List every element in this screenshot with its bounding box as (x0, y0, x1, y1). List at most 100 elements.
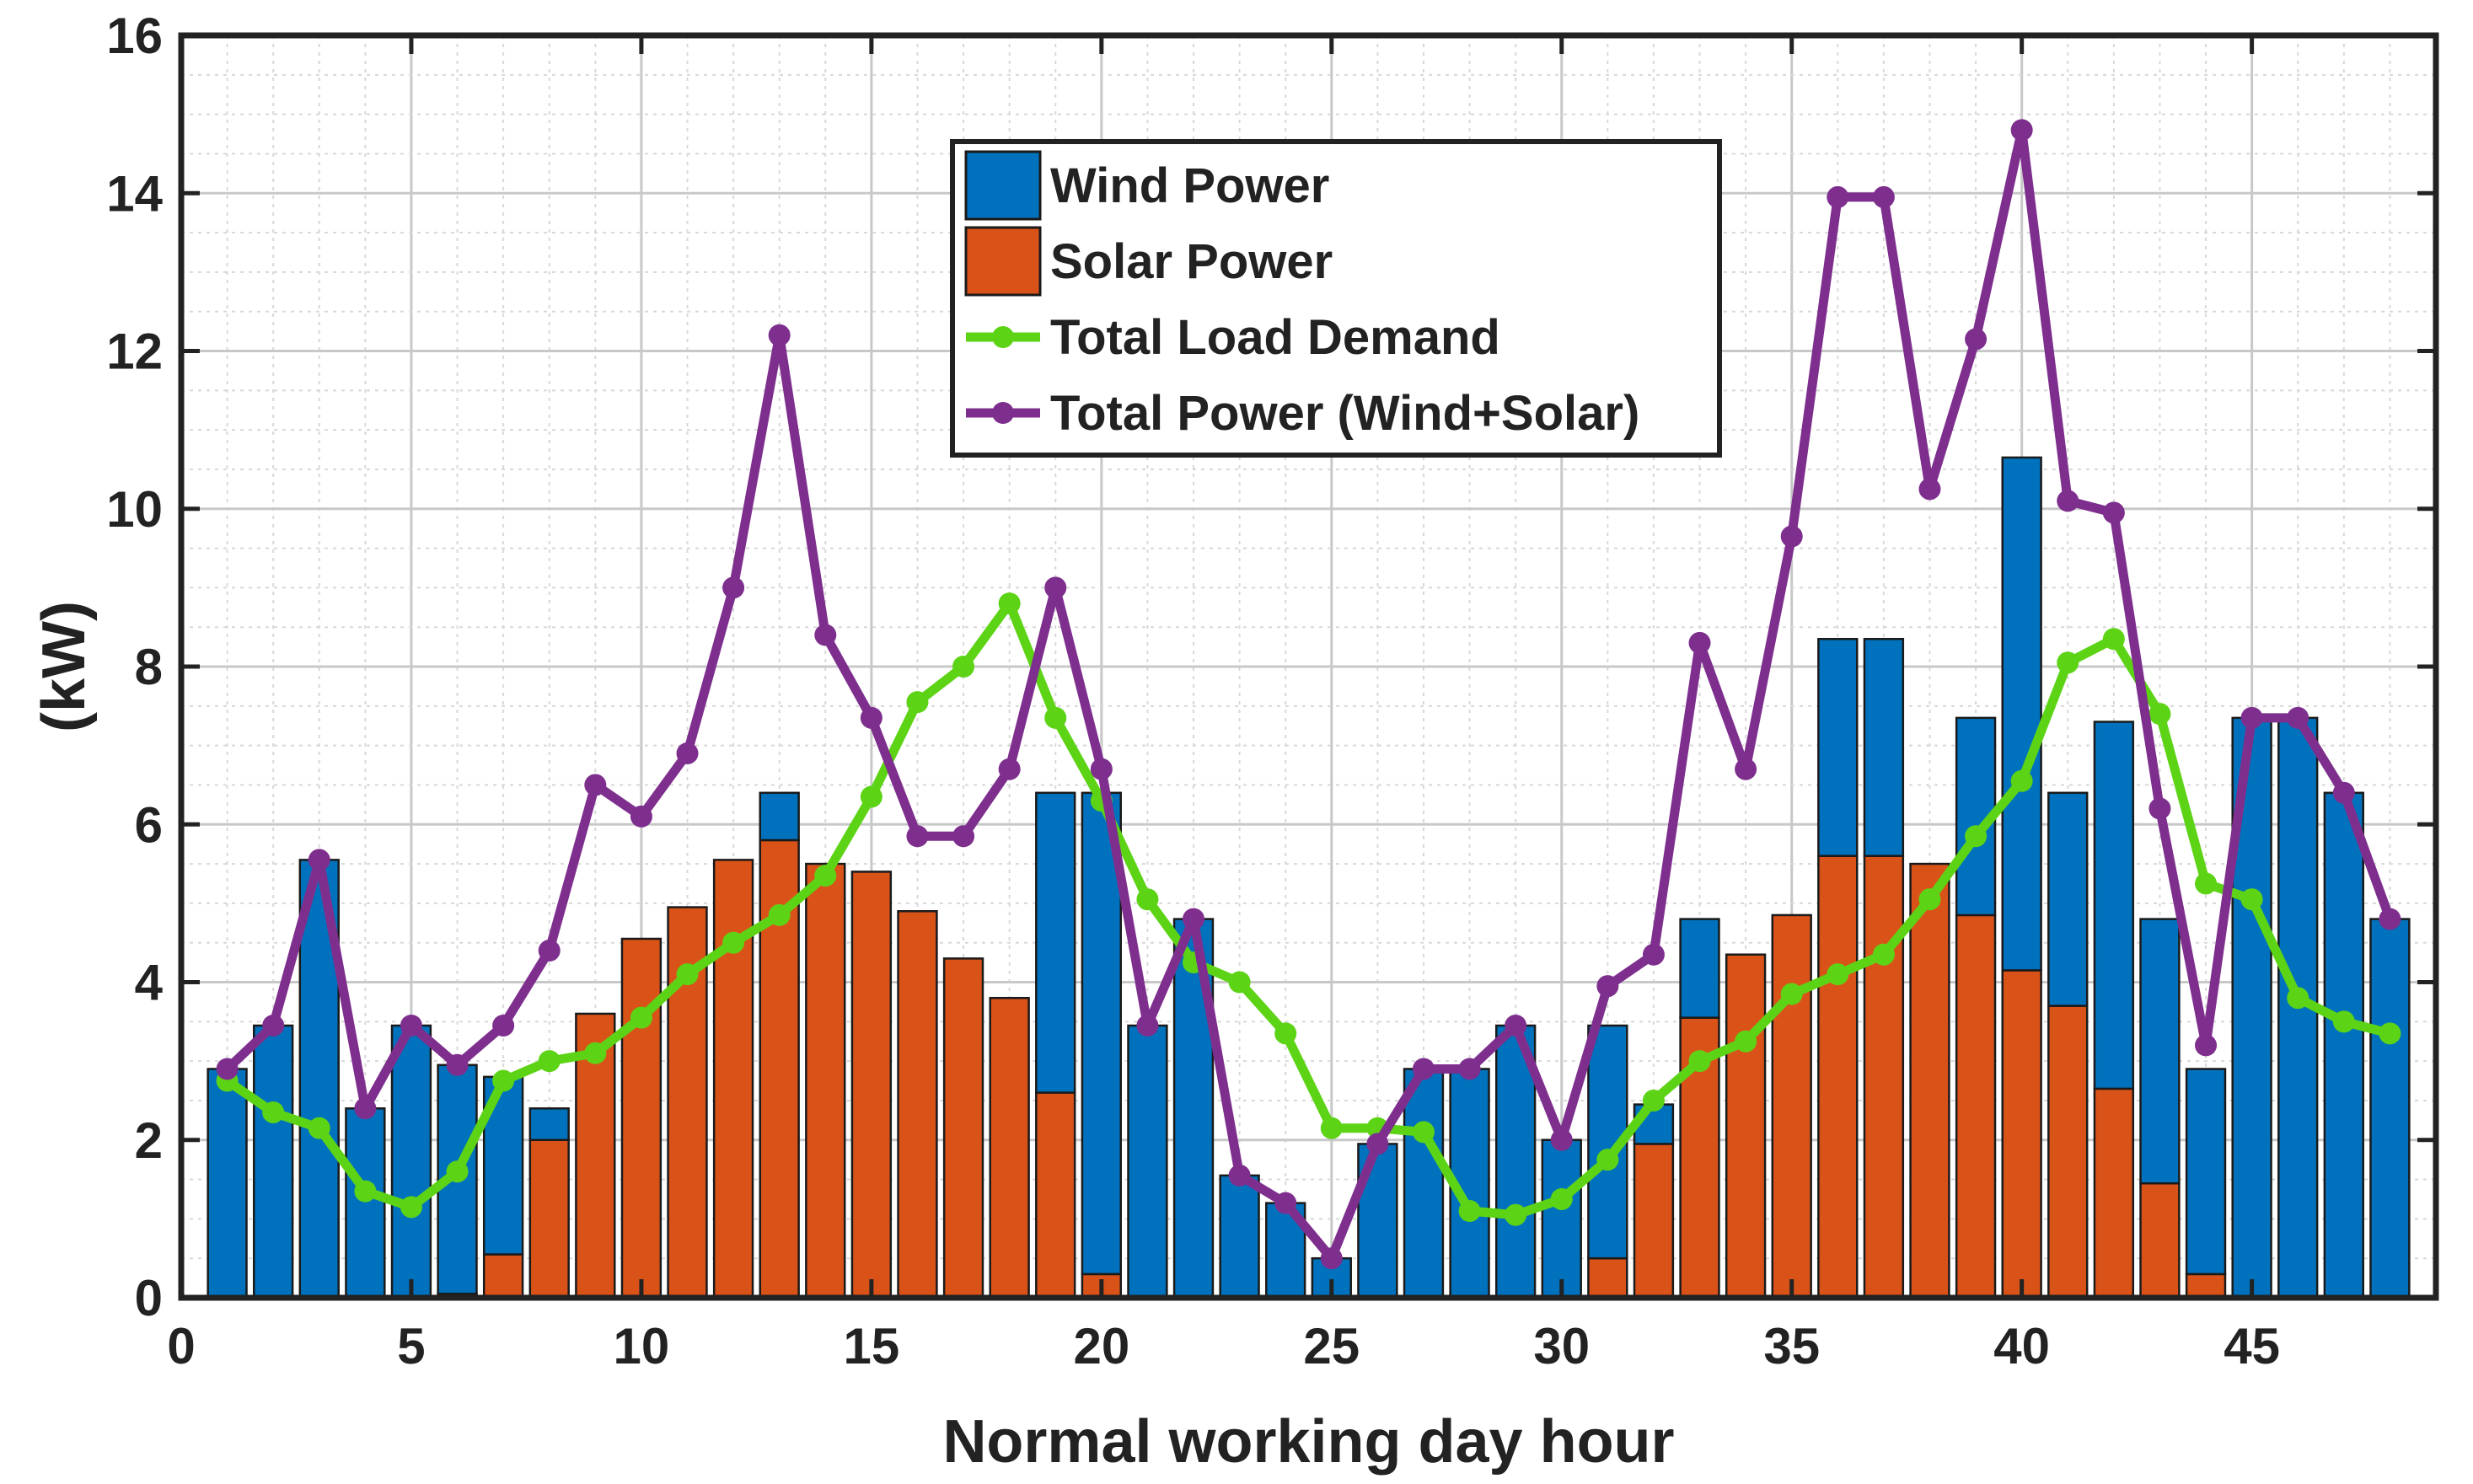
point-total-power-wind-solar-4 (354, 1097, 377, 1120)
bar-solar-power-8 (528, 1138, 570, 1299)
point-total-power-wind-solar-12 (722, 576, 745, 599)
bar-wind-power-30 (1541, 1138, 1582, 1299)
point-total-power-wind-solar-6 (446, 1053, 469, 1076)
point-total-power-wind-solar-2 (262, 1014, 285, 1037)
bar-wind-power-36 (1817, 637, 1859, 857)
bar-solar-power-43 (2139, 1181, 2181, 1299)
y-axis-title: (kW) (30, 601, 98, 732)
x-tick-label: 15 (844, 1318, 900, 1374)
point-total-load-demand-3 (308, 1117, 330, 1139)
bar-wind-power-27 (1403, 1068, 1445, 1299)
bar-solar-power-18 (989, 996, 1030, 1299)
bar-wind-power-33 (1679, 918, 1720, 1019)
point-total-load-demand-10 (630, 1006, 652, 1029)
bars (207, 456, 2411, 1299)
bar-solar-power-7 (482, 1253, 524, 1299)
point-total-power-wind-solar-9 (584, 774, 607, 796)
point-total-power-wind-solar-44 (2195, 1034, 2218, 1057)
bar-wind-power-48 (2369, 918, 2411, 1299)
point-total-power-wind-solar-38 (1918, 478, 1941, 501)
point-total-load-demand-25 (1320, 1117, 1343, 1139)
bar-solar-power-34 (1725, 953, 1767, 1299)
point-total-power-wind-solar-8 (538, 940, 561, 962)
bar-wind-power-5 (390, 1024, 432, 1299)
point-total-load-demand-12 (722, 931, 745, 954)
point-total-load-demand-4 (354, 1180, 377, 1203)
point-total-load-demand-35 (1780, 983, 1803, 1005)
bar-wind-power-41 (2047, 791, 2089, 1007)
x-tick-label: 40 (1993, 1318, 2050, 1374)
bar-solar-power-36 (1817, 855, 1859, 1299)
bar-wind-power-4 (345, 1107, 386, 1299)
point-total-load-demand-18 (998, 592, 1021, 615)
bar-solar-power-10 (620, 937, 663, 1299)
point-total-power-wind-solar-7 (492, 1014, 515, 1037)
point-total-load-demand-30 (1550, 1187, 1573, 1210)
point-total-power-wind-solar-24 (1274, 1192, 1297, 1214)
point-total-power-wind-solar-26 (1366, 1133, 1389, 1155)
legend-box (950, 139, 1722, 458)
point-total-power-wind-solar-25 (1320, 1247, 1343, 1270)
x-tick-label: 0 (167, 1318, 195, 1374)
ticks: 0 5 10 15 20 25 30 35 40 45 0 2 4 6 8 10 12 14 16 (106, 8, 2436, 1374)
bar-wind-power-13 (759, 791, 800, 842)
y-tick-label: 16 (106, 8, 163, 64)
point-total-power-wind-solar-31 (1596, 975, 1619, 998)
point-total-power-wind-solar-15 (860, 706, 882, 729)
bar-wind-power-44 (2185, 1068, 2227, 1276)
point-total-power-wind-solar-17 (952, 825, 975, 848)
point-total-load-demand-39 (1965, 825, 1988, 848)
bar-solar-power-32 (1633, 1143, 1675, 1299)
bar-solar-power-40 (2001, 969, 2042, 1299)
point-total-load-demand-40 (2010, 769, 2033, 792)
point-total-load-demand-46 (2287, 987, 2309, 1010)
point-total-power-wind-solar-21 (1136, 1014, 1159, 1037)
line-total-power-wind-solar (223, 125, 2395, 1263)
point-total-load-demand-31 (1596, 1149, 1619, 1171)
x-tick-label: 25 (1303, 1318, 1360, 1374)
point-total-power-wind-solar-47 (2332, 781, 2355, 804)
point-total-load-demand-38 (1918, 888, 1941, 911)
point-total-power-wind-solar-41 (2057, 490, 2079, 512)
bar-wind-power-40 (2001, 456, 2042, 972)
point-total-power-wind-solar-37 (1872, 185, 1895, 208)
point-total-power-wind-solar-20 (1090, 758, 1113, 780)
legend-marker-total-load-demand (992, 326, 1014, 348)
bar-solar-power-16 (897, 909, 938, 1299)
x-axis-title: Normal working day hour (942, 1408, 1674, 1476)
point-total-load-demand-9 (584, 1042, 607, 1064)
point-total-power-wind-solar-30 (1550, 1128, 1573, 1151)
bar-wind-power-23 (1219, 1174, 1260, 1299)
bar-solar-power-15 (850, 871, 893, 1299)
point-total-power-wind-solar-14 (814, 624, 837, 646)
point-total-load-demand-36 (1827, 963, 1849, 986)
x-tick-label: 5 (397, 1318, 425, 1374)
bar-solar-power-42 (2093, 1087, 2135, 1299)
point-total-load-demand-48 (2379, 1022, 2401, 1045)
point-total-load-demand-44 (2195, 872, 2218, 895)
point-total-power-wind-solar-18 (998, 758, 1021, 780)
point-total-power-wind-solar-27 (1412, 1058, 1435, 1080)
bar-wind-power-1 (207, 1068, 248, 1299)
legend-label-wind-power: Wind Power (1050, 158, 1329, 213)
bar-solar-power-39 (1955, 913, 1997, 1299)
legend-swatch-solar-power (964, 226, 1042, 297)
point-total-power-wind-solar-40 (2010, 119, 2033, 142)
point-total-power-wind-solar-3 (308, 849, 330, 871)
legend: Wind Power Solar Power Total Load Demand To… (950, 139, 1722, 458)
point-total-power-wind-solar-13 (768, 324, 791, 346)
legend-marker-total-power-wind-solar (992, 402, 1014, 424)
point-total-power-wind-solar-1 (216, 1058, 239, 1080)
legend-label-solar-power: Solar Power (1050, 234, 1333, 289)
point-total-load-demand-8 (538, 1050, 561, 1073)
legend-label-total-power-wind-solar: Total Power (Wind+Solar) (1050, 386, 1639, 441)
bar-wind-power-47 (2323, 791, 2364, 1299)
point-total-load-demand-37 (1872, 943, 1895, 966)
bar-solar-power-37 (1863, 855, 1905, 1299)
point-total-load-demand-5 (400, 1196, 422, 1219)
bar-solar-power-17 (942, 957, 984, 1299)
point-total-power-wind-solar-19 (1044, 576, 1067, 599)
point-total-power-wind-solar-42 (2102, 501, 2125, 524)
point-total-load-demand-23 (1228, 971, 1251, 994)
